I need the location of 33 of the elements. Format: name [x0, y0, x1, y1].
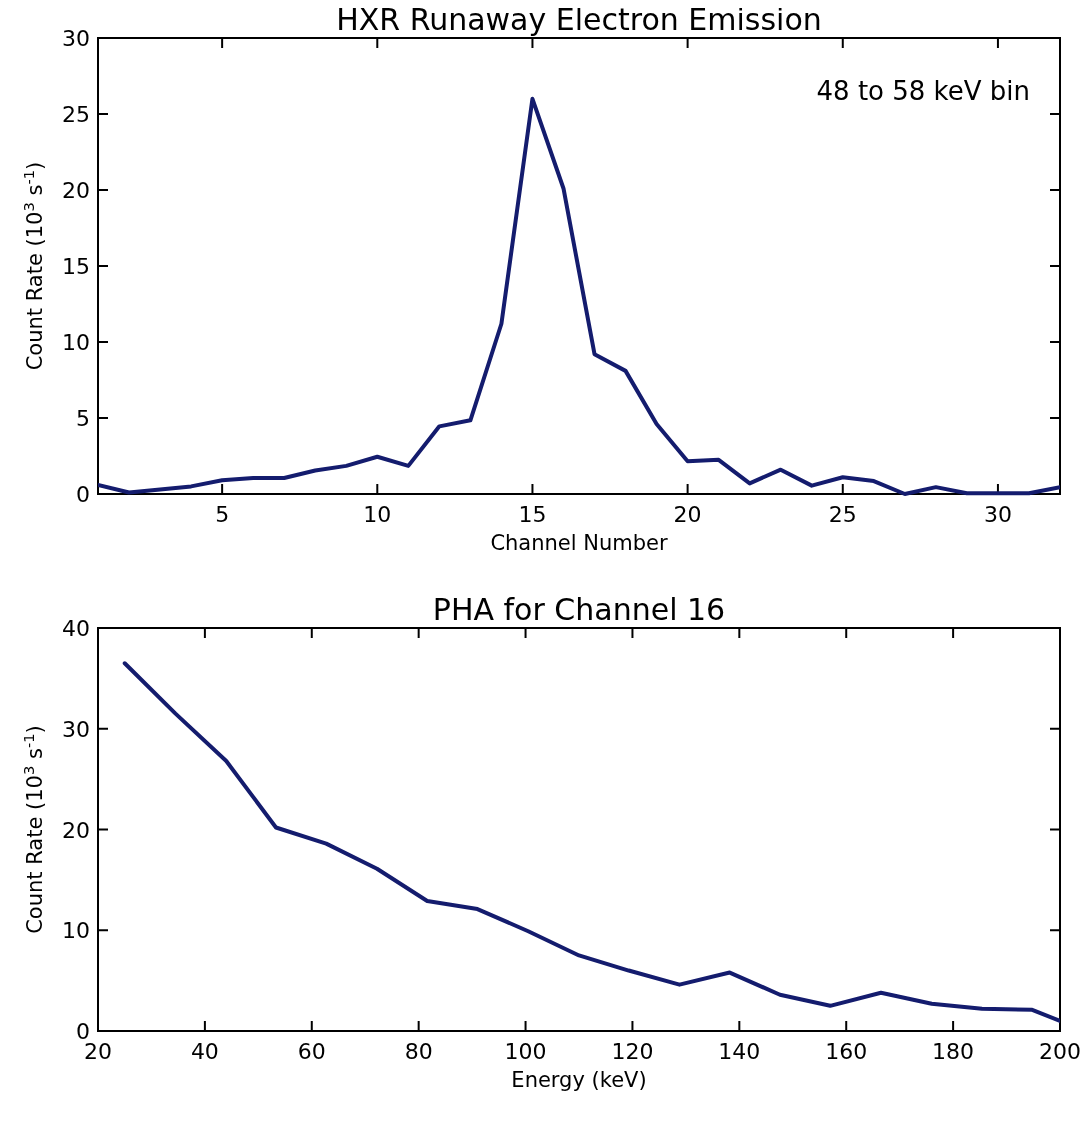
- y-tick-label: 5: [76, 406, 90, 431]
- x-tick-label: 30: [983, 502, 1012, 527]
- y-tick-label: 25: [62, 102, 90, 127]
- x-tick-label: 20: [673, 502, 702, 527]
- x-tick-label: 40: [190, 1039, 219, 1064]
- y-tick-label: 0: [76, 1019, 90, 1044]
- y-tick-label: 10: [62, 918, 90, 944]
- x-tick-label: 5: [215, 502, 230, 527]
- y-tick-label: 20: [62, 178, 90, 203]
- x-tick-label: 25: [828, 502, 857, 527]
- x-tick-label: 140: [718, 1039, 761, 1064]
- y-tick-label: 15: [62, 254, 90, 279]
- x-tick-label: 10: [363, 502, 392, 527]
- x-tick-label: 120: [611, 1039, 654, 1064]
- y-tick-label: 20: [62, 817, 90, 843]
- x-axis-title: Energy (keV): [511, 1068, 647, 1092]
- x-tick-label: 200: [1039, 1039, 1081, 1064]
- x-tick-label: 80: [404, 1039, 433, 1064]
- y-tick-label: 0: [76, 482, 90, 507]
- x-tick-label: 60: [297, 1039, 326, 1064]
- y-tick-label: 40: [62, 616, 90, 641]
- x-tick-label: 160: [825, 1039, 868, 1064]
- y-tick-label: 30: [62, 716, 90, 742]
- y-tick-label: 30: [62, 26, 90, 51]
- y-tick-label: 10: [62, 330, 90, 355]
- chart-title: PHA for Channel 16: [432, 592, 726, 627]
- x-tick-label: 100: [504, 1039, 547, 1064]
- x-axis-title: Channel Number: [490, 531, 668, 555]
- chart-title: HXR Runaway Electron Emission: [336, 2, 822, 37]
- x-tick-label: 180: [932, 1039, 975, 1064]
- annotation: 48 to 58 keV bin: [816, 76, 1030, 106]
- line-series: [122, 661, 1060, 1023]
- x-tick-label: 15: [518, 502, 547, 527]
